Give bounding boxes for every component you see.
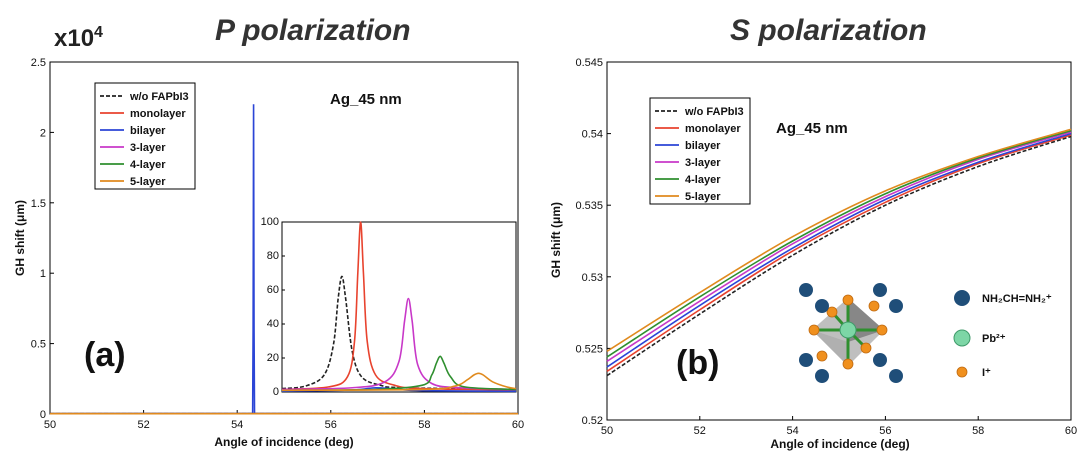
series-line-5-layer [606, 128, 1072, 352]
legend-label: 5-layer [685, 191, 721, 203]
panel-b-series [606, 128, 1072, 377]
panel-b-legend: w/o FAPbI3 monolayer bilayer 3-layer 4-layer… [649, 97, 751, 205]
x-tick-label: 52 [694, 425, 706, 437]
x-tick-label: 50 [44, 419, 56, 431]
legend-formamidinium-label: NH₂CH=NH₂⁺ [982, 293, 1052, 305]
panel-b: S polarization 50 52 54 56 58 60 0.520.5250.5… [549, 14, 1077, 451]
inset-y-tick-label: 100 [261, 216, 279, 228]
iodide-ions [808, 294, 888, 370]
panel-a-legend-box [94, 82, 196, 190]
legend-label: bilayer [130, 125, 166, 137]
legend-label: 5-layer [130, 176, 166, 188]
series-line-w-o-fapbi3 [281, 275, 517, 391]
panel-b-y-axis-label: GH shift (μm) [549, 202, 563, 278]
inset-y-tick-label: 20 [267, 352, 279, 364]
x-tick-label: 60 [512, 419, 524, 431]
panel-a-legend: w/o FAPbI3 monolayer bilayer 3-layer 4-layer… [94, 82, 196, 190]
legend-label: 3-layer [130, 142, 166, 154]
inset-y-tick-label: 60 [267, 284, 279, 296]
x-tick-label: 58 [972, 425, 984, 437]
y-tick-label: 2 [40, 127, 46, 139]
inset-y-tick-label: 40 [267, 318, 279, 330]
y-tick-label: 0.525 [575, 343, 603, 355]
y-tick-label: 0.54 [582, 129, 603, 141]
series-line-monolayer [606, 134, 1072, 372]
y-tick-label: 0.545 [575, 57, 603, 69]
panel-a-label: (a) [84, 336, 126, 374]
series-line-bilayer [606, 132, 1072, 368]
inset-y-tick-label: 0 [273, 386, 279, 398]
legend-label: bilayer [685, 140, 721, 152]
panel-a-legend-entries: w/o FAPbI3 monolayer bilayer 3-layer 4-layer… [100, 91, 189, 188]
panel-b-x-ticks: 50 52 54 56 58 60 [601, 416, 1077, 437]
series-line-4-layer [606, 129, 1072, 358]
y-tick-label: 0.5 [31, 339, 46, 351]
panel-a-annotation: Ag_45 nm [330, 91, 402, 108]
formamidinium-ions [799, 283, 903, 383]
x-tick-label: 50 [601, 425, 613, 437]
x-tick-label: 56 [879, 425, 891, 437]
panel-a-inset: 0 20 40 60 80 100 [261, 216, 517, 398]
series-line-3-layer [606, 131, 1072, 362]
panel-b-title: S polarization [730, 14, 927, 47]
x-tick-label: 54 [786, 425, 798, 437]
lead-ion [839, 321, 857, 339]
panel-b-annotation: Ag_45 nm [776, 120, 848, 137]
x-tick-label: 58 [418, 419, 430, 431]
panel-b-legend-entries: w/o FAPbI3 monolayer bilayer 3-layer 4-layer… [655, 106, 744, 203]
inset-y-ticks: 0 20 40 60 80 100 [261, 216, 285, 398]
legend-formamidinium-marker [954, 290, 970, 306]
panel-b-x-axis-label: Angle of incidence (deg) [770, 437, 909, 451]
legend-label: w/o FAPbI3 [129, 91, 189, 103]
series-line-4-layer [281, 355, 517, 392]
panel-a-series [49, 104, 519, 415]
series-line-5-layer [281, 372, 517, 392]
inset-series [281, 221, 517, 393]
panel-a-y-axis-label: GH shift (μm) [13, 200, 27, 276]
panel-a-x-axis-label: Angle of incidence (deg) [214, 435, 353, 449]
panel-a-multiplier: x104 [54, 24, 103, 52]
legend-label: 4-layer [130, 159, 166, 171]
legend-label: monolayer [685, 123, 741, 135]
legend-iodide-label: I⁺ [982, 367, 991, 379]
y-tick-label: 0 [40, 409, 46, 421]
inset-y-tick-label: 80 [267, 250, 279, 262]
panel-b-y-ticks: 0.52 0.525 0.53 0.535 0.54 0.545 [575, 57, 611, 427]
panel-a-y-ticks: 0 0.5 1 1.5 2 2.5 [31, 57, 54, 421]
y-tick-label: 0.52 [582, 415, 603, 427]
perovskite-structure-illustration: NH₂CH=NH₂⁺ Pb²⁺ I⁺ [799, 283, 1052, 383]
y-tick-label: 1.5 [31, 198, 46, 210]
panel-a-title: P polarization [215, 14, 411, 47]
panel-b-legend-box [649, 97, 751, 205]
series-line-w-o-fapbi3 [606, 135, 1072, 377]
y-tick-label: 2.5 [31, 57, 46, 69]
panel-a: P polarization x104 50 52 54 56 58 60 0 0.5 1 1.… [13, 14, 524, 449]
legend-label: w/o FAPbI3 [684, 106, 744, 118]
legend-iodide-marker [956, 366, 968, 378]
series-line-3-layer [281, 297, 517, 391]
octahedron-face-bottom [812, 330, 848, 366]
y-tick-label: 1 [40, 268, 46, 280]
legend-lead-label: Pb²⁺ [982, 333, 1006, 345]
x-tick-label: 60 [1065, 425, 1077, 437]
panel-b-label: (b) [676, 344, 719, 382]
y-tick-label: 0.535 [575, 200, 603, 212]
legend-label: 4-layer [685, 174, 721, 186]
x-tick-label: 56 [325, 419, 337, 431]
x-tick-label: 52 [137, 419, 149, 431]
legend-label: monolayer [130, 108, 186, 120]
y-tick-label: 0.53 [582, 272, 603, 284]
legend-lead-marker [953, 329, 971, 347]
legend-label: 3-layer [685, 157, 721, 169]
inset-plot-frame [281, 221, 517, 393]
x-tick-label: 54 [231, 419, 243, 431]
series-line-monolayer [281, 221, 517, 391]
